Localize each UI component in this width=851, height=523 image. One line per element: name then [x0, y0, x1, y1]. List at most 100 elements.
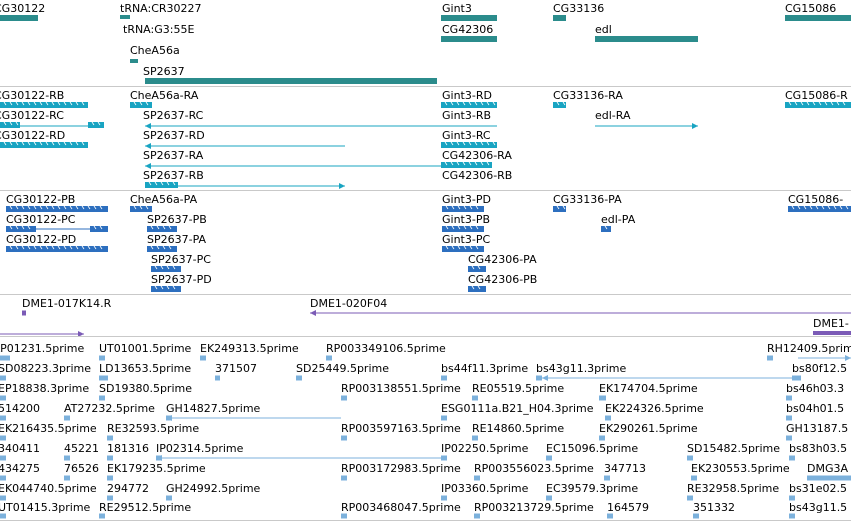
exon-chevron[interactable] [27, 245, 31, 250]
est-feature[interactable] [792, 375, 801, 381]
transcript-label[interactable]: SP2637-RB [143, 169, 204, 182]
exon-chevron[interactable] [445, 205, 449, 210]
exon-chevron[interactable] [9, 205, 13, 210]
exon-chevron[interactable] [39, 205, 43, 210]
exon-chevron[interactable] [99, 245, 103, 250]
exon-chevron[interactable] [45, 205, 49, 210]
est-feature[interactable] [546, 495, 552, 501]
transcript-label[interactable]: Gint3-RC [442, 129, 491, 142]
exon-chevron[interactable] [457, 205, 461, 210]
transcript-label[interactable]: CG42306-RA [442, 149, 512, 162]
est-feature[interactable] [0, 475, 6, 481]
clone-label[interactable]: DME1-017K14.R [22, 297, 112, 310]
est-label[interactable]: UT01415.3prime [0, 501, 91, 514]
est-label[interactable]: RH12409.5prime [767, 342, 851, 355]
protein-label[interactable]: CG15086- [788, 193, 844, 206]
est-feature[interactable] [472, 395, 478, 401]
gene-feature[interactable] [120, 15, 130, 19]
protein-feature[interactable] [442, 246, 484, 252]
exon-chevron[interactable] [9, 141, 13, 146]
exon-chevron[interactable] [477, 265, 481, 270]
transcript-label[interactable]: SP2637-RD [143, 129, 205, 142]
exon-chevron[interactable] [162, 225, 166, 230]
est-label[interactable]: DMG3A [807, 462, 849, 475]
est-feature[interactable] [441, 375, 447, 381]
est-label[interactable]: EK224326.5prime [605, 402, 704, 415]
gene-label[interactable]: Gint3 [442, 2, 472, 15]
exon-chevron[interactable] [468, 101, 472, 106]
exon-chevron[interactable] [172, 265, 176, 270]
transcript-label[interactable]: CG30122-RD [0, 129, 66, 142]
strand-arrow[interactable] [339, 183, 345, 189]
protein-label[interactable]: CG42306-PB [468, 273, 538, 286]
exon-chevron[interactable] [468, 161, 472, 166]
est-feature[interactable] [326, 355, 332, 361]
exon-chevron[interactable] [463, 245, 467, 250]
exon-chevron[interactable] [444, 141, 448, 146]
est-feature[interactable] [604, 475, 610, 481]
protein-feature[interactable] [147, 226, 177, 232]
exon-chevron[interactable] [3, 101, 7, 106]
est-label[interactable]: EC39579.3prime [546, 482, 639, 495]
exon-chevron[interactable] [145, 101, 149, 106]
est-label[interactable]: bs43g11.3prime [536, 362, 627, 375]
exon-chevron[interactable] [160, 181, 164, 186]
est-label[interactable]: AT27232.5prime [64, 402, 155, 415]
est-feature[interactable] [767, 355, 773, 361]
exon-chevron[interactable] [81, 101, 85, 106]
exon-chevron[interactable] [21, 225, 25, 230]
transcript-label[interactable]: SP2637-RA [143, 149, 204, 162]
exon-chevron[interactable] [451, 225, 455, 230]
gene-feature[interactable] [0, 15, 38, 21]
transcript-feature[interactable] [145, 182, 178, 188]
exon-chevron[interactable] [469, 225, 473, 230]
est-label[interactable]: bs83h03.5 [789, 442, 848, 455]
exon-chevron[interactable] [830, 101, 834, 106]
exon-chevron[interactable] [156, 225, 160, 230]
exon-chevron[interactable] [797, 205, 801, 210]
clone-feature[interactable] [22, 310, 26, 316]
transcript-label[interactable]: CG15086-R [785, 89, 848, 102]
gene-label[interactable]: CG42306 [442, 23, 494, 36]
exon-chevron[interactable] [21, 101, 25, 106]
transcript-feature[interactable] [130, 102, 152, 108]
exon-chevron[interactable] [477, 285, 481, 290]
exon-chevron[interactable] [15, 245, 19, 250]
exon-chevron[interactable] [9, 101, 13, 106]
est-label[interactable]: bs46h03.3 [786, 382, 845, 395]
exon-chevron[interactable] [468, 141, 472, 146]
exon-chevron[interactable] [87, 245, 91, 250]
exon-chevron[interactable] [800, 101, 804, 106]
est-label[interactable]: 347713 [604, 462, 646, 475]
est-label[interactable]: 340411 [0, 442, 40, 455]
exon-chevron[interactable] [471, 265, 475, 270]
exon-chevron[interactable] [81, 141, 85, 146]
est-label[interactable]: GH24992.5prime [166, 482, 261, 495]
gene-feature[interactable] [595, 36, 698, 42]
exon-chevron[interactable] [45, 101, 49, 106]
exon-chevron[interactable] [15, 225, 19, 230]
protein-feature[interactable] [788, 206, 851, 212]
exon-chevron[interactable] [842, 101, 846, 106]
exon-chevron[interactable] [456, 101, 460, 106]
exon-chevron[interactable] [475, 245, 479, 250]
est-feature[interactable] [341, 475, 347, 481]
exon-chevron[interactable] [75, 205, 79, 210]
exon-chevron[interactable] [33, 101, 37, 106]
transcript-feature[interactable] [785, 102, 851, 108]
transcript-feature[interactable] [0, 102, 88, 108]
exon-chevron[interactable] [21, 141, 25, 146]
exon-chevron[interactable] [81, 205, 85, 210]
transcript-label[interactable]: SP2637-RC [143, 109, 204, 122]
est-label[interactable]: EK216435.5prime [0, 422, 97, 435]
est-feature[interactable] [99, 355, 105, 361]
est-feature[interactable] [0, 355, 10, 361]
est-feature[interactable] [474, 475, 480, 481]
exon-chevron[interactable] [457, 245, 461, 250]
exon-chevron[interactable] [172, 181, 176, 186]
protein-label[interactable]: CG30122-PB [6, 193, 76, 206]
exon-chevron[interactable] [39, 101, 43, 106]
protein-feature[interactable] [6, 226, 36, 232]
exon-chevron[interactable] [99, 225, 103, 230]
exon-chevron[interactable] [27, 225, 31, 230]
